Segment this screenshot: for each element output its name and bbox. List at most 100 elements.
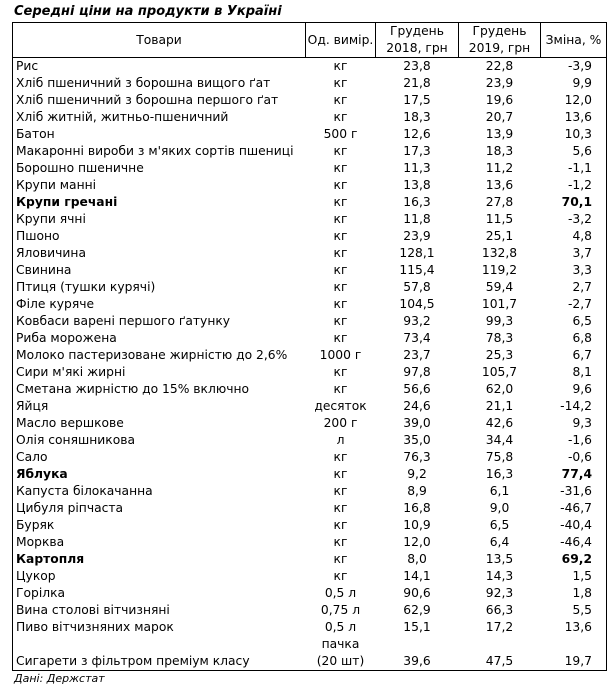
table-row: Цибуля ріпчаста кг 16,8 9,0 -46,7	[13, 500, 607, 517]
price-2018: 62,9	[403, 603, 431, 617]
table-row: Хліб пшеничний з борошна вищого ґат кг 21,…	[13, 75, 607, 92]
table-row: Батон 500 г 12,6 13,9 10,3	[13, 126, 607, 143]
unit: кг	[333, 501, 348, 515]
unit: десяток	[314, 399, 367, 413]
table-row: Сметана жирністю до 15% включно кг 56,6 62,…	[13, 381, 607, 398]
table-row: Буряк кг 10,9 6,5 -40,4	[13, 517, 607, 534]
unit: кг	[333, 195, 348, 209]
table-row: Крупи гречані кг 16,3 27,8 70,1	[13, 194, 607, 211]
unit: кг	[333, 110, 348, 124]
price-2018: 11,8	[403, 212, 431, 226]
change-percent: -31,6	[560, 484, 592, 498]
change-percent: 19,7	[564, 654, 592, 668]
price-2018: 56,6	[403, 382, 431, 396]
unit: кг	[333, 450, 348, 464]
unit: кг	[333, 467, 348, 481]
price-2018: 97,8	[403, 365, 431, 379]
price-2018: 76,3	[403, 450, 431, 464]
unit: кг	[333, 59, 348, 73]
price-2019: 99,3	[485, 314, 514, 328]
price-2019: 66,3	[485, 603, 514, 617]
price-2019: 11,2	[485, 161, 514, 175]
price-2018: 15,1	[403, 620, 431, 634]
price-2018: 115,4	[399, 263, 435, 277]
unit-line: пачка	[321, 637, 360, 651]
product-name: Сигарети з фільтром преміум класу	[16, 654, 250, 668]
change-percent: 3,3	[572, 263, 592, 277]
table-row: Макаронні вироби з м'яких сортів пшениці…	[13, 143, 607, 160]
unit: кг	[333, 569, 348, 583]
product-name: Пиво вітчизняних марок	[16, 620, 174, 634]
change-percent: -14,2	[560, 399, 592, 413]
price-2018: 17,3	[403, 144, 431, 158]
change-percent: 6,5	[572, 314, 592, 328]
price-2018: 23,9	[403, 229, 431, 243]
change-percent: -40,4	[560, 518, 592, 532]
price-2019: 16,3	[485, 467, 514, 481]
table-body: Рис кг 23,8 22,8 -3,9 Хліб пшеничний з борошн…	[13, 58, 607, 671]
price-2018: 16,3	[403, 195, 431, 209]
table-row: Рис кг 23,8 22,8 -3,9	[13, 58, 607, 76]
price-2019: 19,6	[485, 93, 514, 107]
product-name: Масло вершкове	[16, 416, 124, 430]
change-percent: 5,5	[572, 603, 592, 617]
product-name: Вина столові вітчизняні	[16, 603, 170, 617]
price-2018: 11,3	[403, 161, 431, 175]
price-2018: 128,1	[399, 246, 435, 260]
product-name: Хліб пшеничний з борошна вищого ґат	[16, 76, 271, 90]
price-2019: 59,4	[485, 280, 514, 294]
unit: кг	[333, 331, 348, 345]
unit: 0,5 л	[324, 586, 357, 600]
table-row: Цукор кг 14,1 14,3 1,5	[13, 568, 607, 585]
table-row: Борошно пшеничне кг 11,3 11,2 -1,1	[13, 160, 607, 177]
product-name: Яловичина	[16, 246, 86, 260]
product-name: Цукор	[16, 569, 56, 583]
price-2019: 6,4	[489, 535, 510, 549]
change-percent: 12,0	[564, 93, 592, 107]
product-name: Риба морожена	[16, 331, 117, 345]
price-2019: 13,5	[485, 552, 514, 566]
table-row: Пшоно кг 23,9 25,1 4,8	[13, 228, 607, 245]
price-2019: 13,6	[485, 178, 514, 192]
product-name: Ковбаси варені першого ґатунку	[16, 314, 231, 328]
table-row: Крупи манні кг 13,8 13,6 -1,2	[13, 177, 607, 194]
change-percent: 2,7	[572, 280, 592, 294]
change-percent: -1,1	[568, 161, 592, 175]
price-2019: 105,7	[481, 365, 518, 379]
change-percent: 13,6	[564, 620, 592, 634]
product-name: Молоко пастеризоване жирністю до 2,6%	[16, 348, 288, 362]
unit: кг	[333, 161, 348, 175]
price-2018: 9,2	[407, 467, 427, 481]
price-2018: 16,8	[403, 501, 431, 515]
change-percent: -1,2	[568, 178, 592, 192]
unit: кг	[333, 263, 348, 277]
table-row: Сигарети з фільтром преміум класу пачка (2…	[13, 636, 607, 671]
price-2019: 17,2	[485, 620, 514, 634]
price-2018: 18,3	[403, 110, 431, 124]
change-percent: -3,2	[568, 212, 592, 226]
unit: кг	[333, 518, 348, 532]
price-2018: 90,6	[403, 586, 431, 600]
price-2018: 8,9	[407, 484, 427, 498]
table-row: Морква кг 12,0 6,4 -46,4	[13, 534, 607, 551]
unit: кг	[333, 535, 348, 549]
price-2018: 57,8	[403, 280, 431, 294]
price-2019: 47,5	[485, 654, 514, 668]
price-2018: 21,8	[403, 76, 431, 90]
change-percent: 1,8	[572, 586, 592, 600]
product-name: Батон	[16, 127, 55, 141]
unit: л	[336, 433, 345, 447]
price-2018: 35,0	[403, 433, 431, 447]
change-percent: 77,4	[561, 467, 592, 481]
price-2019: 25,3	[485, 348, 514, 362]
table-row: Горілка 0,5 л 90,6 92,3 1,8	[13, 585, 607, 602]
table-row: Хліб житній, житньо-пшеничний кг 18,3 20,7 1…	[13, 109, 607, 126]
table-row: Ковбаси варені першого ґатунку кг 93,2 99,3…	[13, 313, 607, 330]
change-percent: 8,1	[572, 365, 592, 379]
table-row: Сири м'які жирні кг 97,8 105,7 8,1	[13, 364, 607, 381]
product-name: Свинина	[16, 263, 72, 277]
price-2019: 21,1	[485, 399, 514, 413]
product-name: Цибуля ріпчаста	[16, 501, 124, 515]
table-row: Яблука кг 9,2 16,3 77,4	[13, 466, 607, 483]
unit: 0,5 л	[324, 620, 357, 634]
